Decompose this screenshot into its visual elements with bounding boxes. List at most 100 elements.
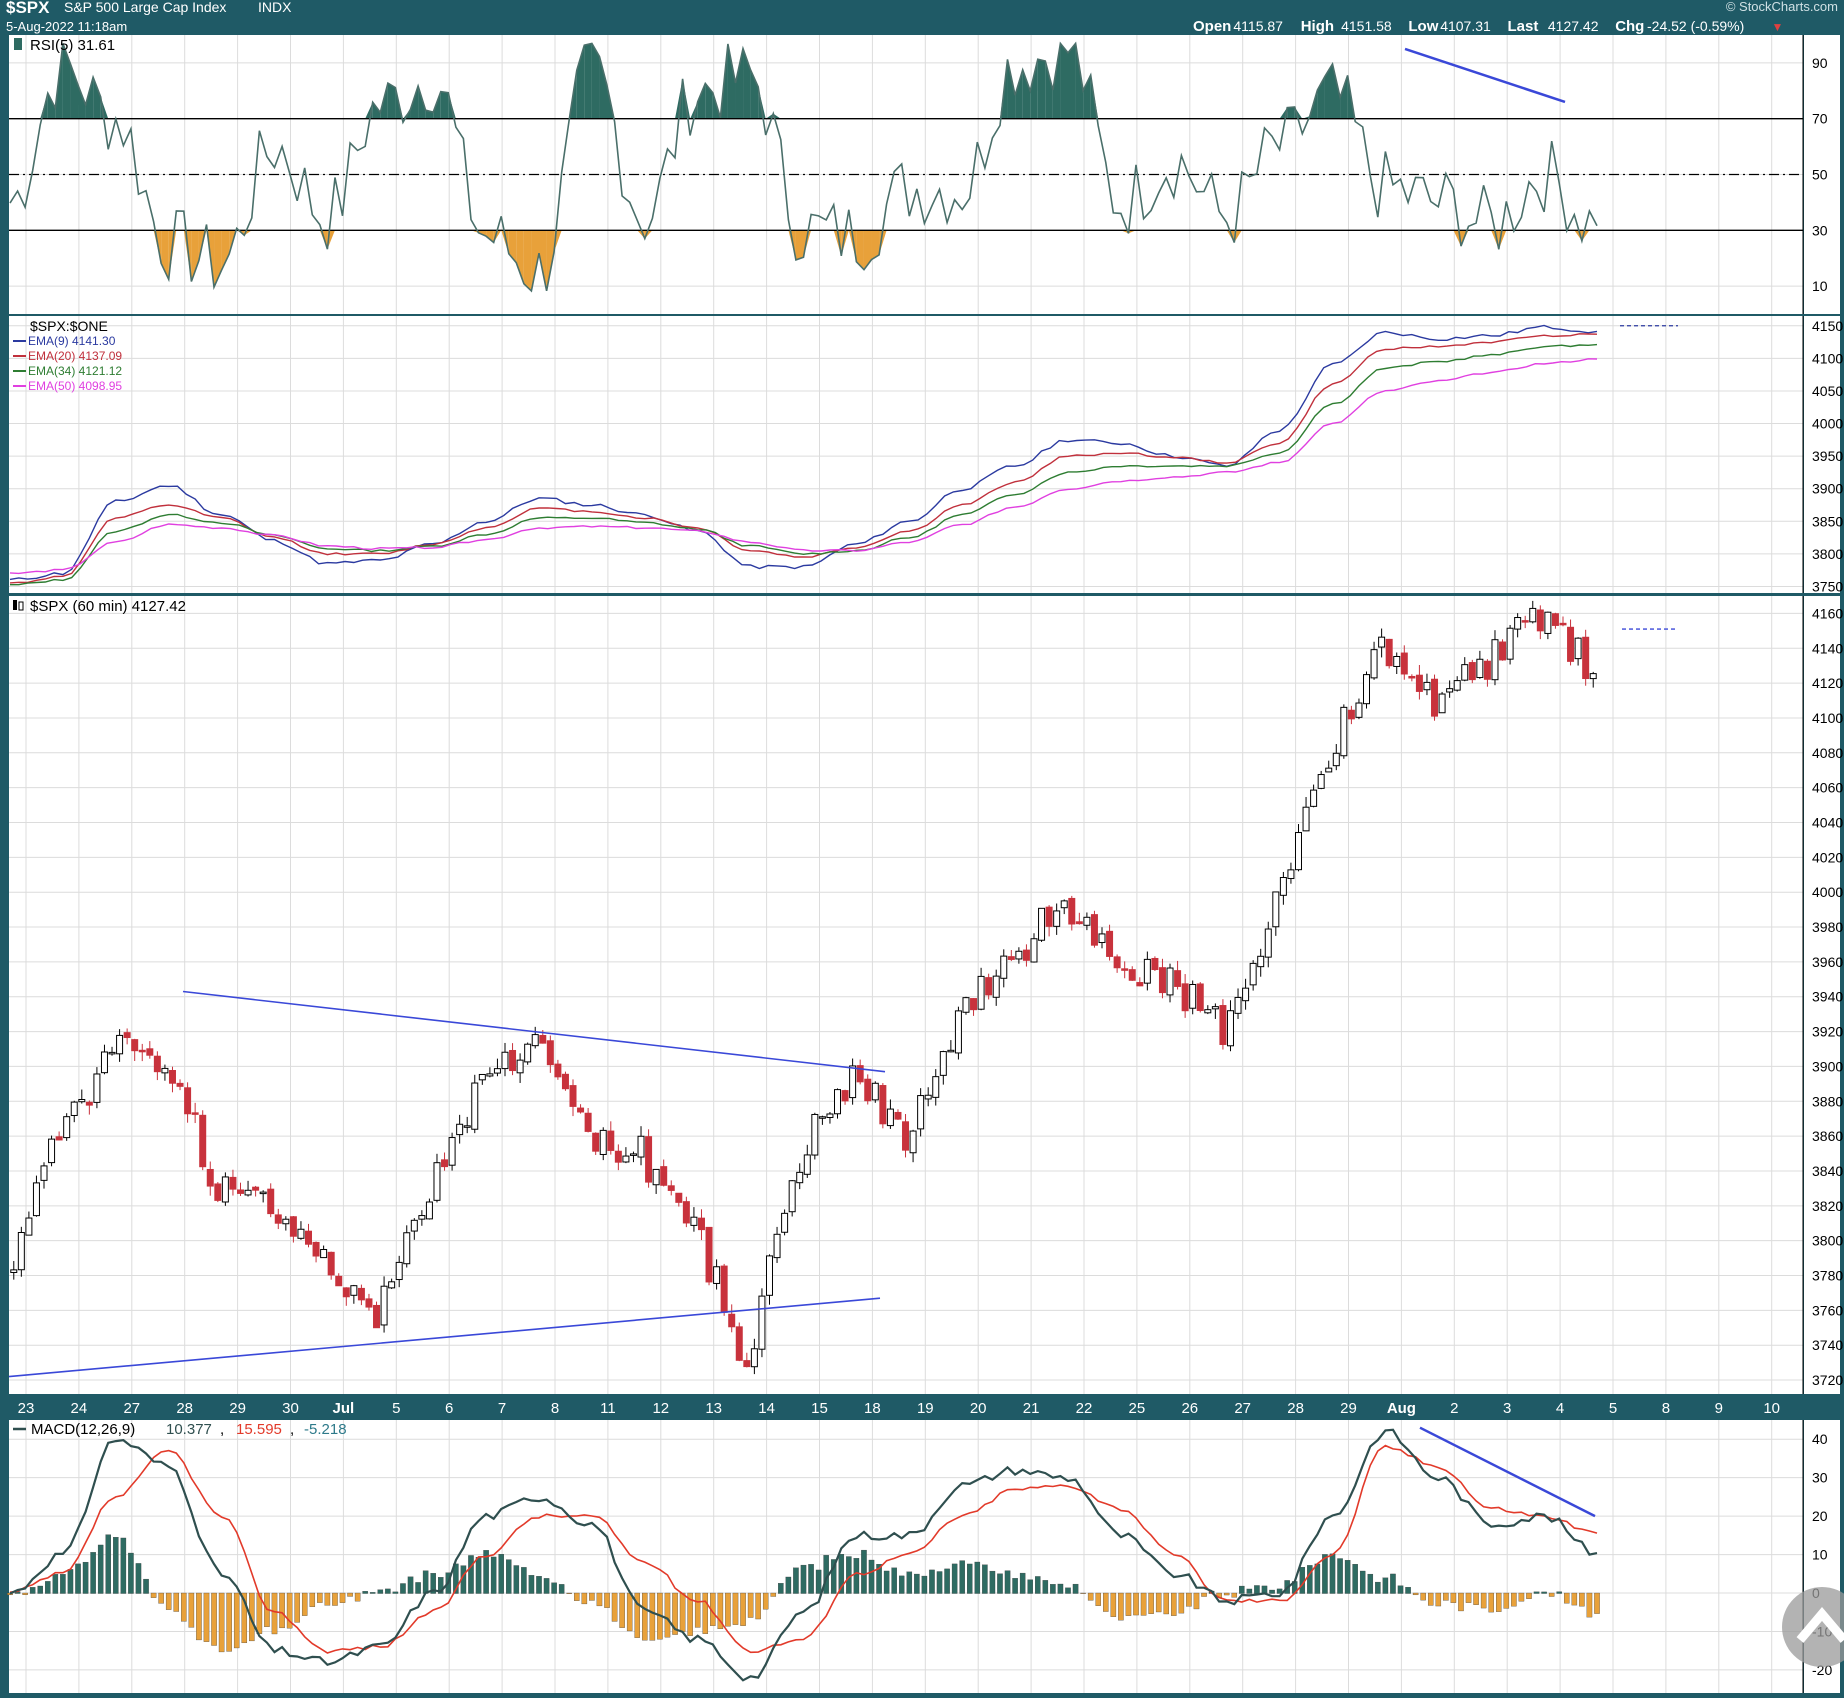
candle-body — [728, 1313, 736, 1328]
candle-body — [448, 1137, 456, 1166]
macd-histogram-bar — [626, 1592, 633, 1632]
candle-body — [902, 1121, 910, 1151]
ema-line-0 — [9, 324, 1598, 581]
rsi-overbought-fill — [1045, 61, 1053, 119]
price-tick-label: 3940 — [1812, 989, 1843, 1005]
candle-body — [607, 1130, 615, 1151]
candle-body — [380, 1285, 388, 1326]
macd-histogram-bar — [725, 1592, 731, 1627]
candle-body — [55, 1136, 63, 1141]
ema-legend-item: EMA(9) 4141.30 — [28, 334, 116, 348]
rsi-overbought-fill — [62, 43, 71, 119]
macd-histogram-bar — [1140, 1592, 1147, 1616]
rsi-overbought-fill — [758, 86, 766, 119]
macd-histogram-bar — [883, 1570, 890, 1594]
candle-body — [373, 1304, 381, 1329]
macd-histogram-bar — [286, 1592, 293, 1629]
candle-body — [667, 1185, 675, 1191]
macd-histogram-bar — [377, 1589, 384, 1594]
macd-histogram-bar — [596, 1592, 603, 1607]
candle-body — [682, 1201, 690, 1224]
candle-body — [1363, 674, 1371, 705]
x-axis-label: 12 — [652, 1400, 669, 1417]
macd-histogram-bar — [1465, 1592, 1472, 1603]
macd-histogram-bar — [634, 1592, 640, 1638]
candle-body — [221, 1176, 229, 1203]
macd-histogram-bar — [694, 1592, 701, 1628]
candle-body — [1347, 709, 1355, 720]
candle-body — [1370, 649, 1378, 679]
rsi-oversold-fill — [539, 230, 547, 291]
candle-body — [1136, 982, 1144, 987]
candle-body — [1589, 673, 1597, 680]
macd-histogram-bar — [294, 1592, 300, 1623]
price-tick-label: 4160 — [1812, 605, 1843, 621]
ema-tick-label: 4000 — [1812, 416, 1843, 432]
macd-histogram-bar — [97, 1544, 104, 1594]
macd-tick-label: 40 — [1812, 1431, 1828, 1447]
price-panel — [9, 596, 1803, 1394]
macd-histogram-bar — [422, 1570, 429, 1594]
macd-histogram-bar — [770, 1592, 777, 1597]
macd-histogram-bar — [755, 1592, 761, 1620]
candle-body — [599, 1129, 607, 1155]
macd-histogram-bar — [1458, 1592, 1464, 1612]
candle-body — [622, 1155, 630, 1163]
rsi-overbought-fill — [1075, 43, 1084, 119]
candle-body — [879, 1085, 887, 1125]
x-axis-label: 29 — [1340, 1400, 1357, 1417]
macd-histogram-bar — [143, 1578, 149, 1594]
candle-body — [108, 1051, 116, 1055]
price-tick-label: 4060 — [1812, 780, 1843, 796]
scroll-top-button[interactable] — [1782, 1587, 1844, 1667]
price-tick-label: 4120 — [1812, 675, 1843, 691]
candle-body — [985, 977, 993, 996]
rsi-overbought-fill — [735, 48, 744, 119]
macd-histogram-bar — [808, 1564, 814, 1594]
macd-histogram-bar — [1050, 1584, 1056, 1594]
candle-body — [645, 1136, 653, 1183]
candle-body — [592, 1132, 600, 1152]
price-tick-label: 4000 — [1812, 884, 1843, 900]
candle-body — [244, 1189, 252, 1196]
macd-histogram-bar — [1042, 1580, 1049, 1594]
candle-body — [388, 1281, 396, 1289]
macd-histogram-bar — [354, 1592, 361, 1602]
macd-histogram-bar — [838, 1554, 845, 1594]
rsi-tick-label: 90 — [1812, 55, 1828, 71]
candle-body — [992, 975, 1000, 998]
candle-body — [1068, 897, 1076, 925]
macd-histogram-bar — [1382, 1577, 1389, 1594]
macd-histogram-bar — [868, 1559, 875, 1594]
candle-body — [962, 997, 970, 1013]
candle-body — [1453, 680, 1461, 691]
candle-body — [1551, 613, 1559, 626]
candle-body — [1332, 752, 1340, 767]
candle-body — [1143, 958, 1151, 984]
macd-histogram-bar — [1276, 1588, 1283, 1594]
macd-chart — [7, 1426, 1600, 1682]
macd-histogram-bar — [339, 1592, 346, 1603]
rsi-oversold-fill — [546, 230, 555, 291]
candle-body — [811, 1113, 819, 1156]
macd-histogram-bar — [936, 1571, 943, 1594]
rsi-overbought-fill — [1060, 43, 1068, 119]
candle-body — [236, 1189, 244, 1194]
rsi-oversold-fill — [795, 230, 804, 260]
rsi-tick-label: 70 — [1812, 111, 1828, 127]
quote-value-last: 4127.42 — [1548, 18, 1599, 34]
rsi-overbought-fill — [727, 43, 736, 119]
candle-body — [1294, 832, 1302, 871]
price-label: $SPX (60 min) 4127.42 — [30, 598, 186, 615]
candle-body — [1302, 806, 1310, 832]
macd-histogram-bar — [687, 1592, 693, 1636]
price-tick-label: 4100 — [1812, 710, 1843, 726]
candle-body — [735, 1326, 743, 1361]
rsi-overbought-fill — [1007, 59, 1016, 119]
ema-legend-item: EMA(34) 4121.12 — [28, 364, 122, 378]
candle-body — [410, 1219, 418, 1232]
candle-body — [1559, 622, 1567, 626]
chevron-up-icon[interactable] — [1796, 1607, 1844, 1643]
macd-histogram-bar — [415, 1582, 421, 1594]
macd-histogram-bar — [989, 1570, 996, 1594]
